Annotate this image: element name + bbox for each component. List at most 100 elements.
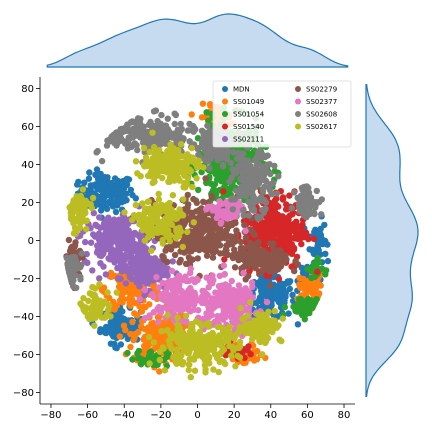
point (113, 344, 120, 352)
point (148, 247, 155, 254)
point (188, 299, 196, 306)
point (92, 294, 99, 301)
legend-marker (222, 86, 228, 92)
point (87, 239, 95, 246)
point (205, 117, 212, 125)
point (245, 272, 252, 280)
point (233, 167, 240, 174)
point (132, 241, 139, 249)
point (165, 216, 172, 224)
point (163, 297, 170, 304)
point (296, 274, 303, 282)
point (103, 142, 111, 149)
point (107, 340, 115, 347)
point (200, 198, 207, 205)
point (271, 162, 278, 170)
point (117, 341, 125, 348)
point (202, 369, 209, 376)
point (225, 148, 232, 155)
point (109, 326, 116, 333)
point (105, 187, 113, 195)
point (168, 157, 176, 165)
point (205, 323, 213, 330)
point (129, 318, 136, 326)
point (304, 281, 311, 288)
point (215, 283, 223, 290)
point (270, 273, 278, 281)
point (200, 287, 207, 295)
point (218, 288, 225, 295)
point (233, 155, 241, 162)
point (150, 293, 157, 301)
point (169, 287, 177, 294)
point (271, 308, 278, 315)
point (164, 147, 171, 155)
point (139, 254, 146, 261)
point (184, 127, 191, 134)
point (240, 269, 247, 277)
point (96, 275, 103, 282)
point (85, 297, 92, 305)
point (294, 321, 302, 328)
point (90, 231, 97, 238)
point (188, 248, 195, 255)
point (174, 241, 182, 248)
point (305, 184, 312, 192)
point (206, 353, 213, 361)
point (195, 186, 202, 194)
point (113, 289, 121, 296)
point (161, 367, 169, 374)
point (132, 158, 140, 165)
point (98, 193, 106, 200)
point (181, 335, 188, 342)
point (183, 277, 190, 285)
point (76, 193, 84, 200)
point (172, 234, 180, 242)
point (120, 245, 128, 252)
point (67, 215, 75, 223)
point (130, 212, 138, 219)
point (249, 256, 257, 264)
point (166, 280, 174, 287)
point (73, 284, 80, 291)
point (257, 252, 265, 260)
point (228, 314, 235, 321)
point (119, 188, 126, 195)
point (174, 314, 181, 321)
point (229, 206, 236, 213)
point (201, 220, 209, 228)
point (159, 253, 166, 260)
point (224, 251, 231, 258)
point (242, 330, 250, 337)
point (214, 316, 222, 323)
point (255, 239, 262, 246)
x-tick-label: 20 (228, 410, 241, 421)
point (228, 221, 235, 229)
point (241, 354, 248, 362)
point (168, 267, 176, 275)
point (260, 264, 267, 272)
point (141, 326, 149, 333)
point (209, 228, 216, 235)
legend-label: SS02617 (306, 123, 337, 131)
point (277, 263, 285, 270)
point (273, 220, 281, 227)
point (191, 367, 199, 374)
point (146, 360, 153, 367)
point (242, 227, 249, 235)
point (97, 260, 104, 267)
point (108, 179, 115, 187)
point (303, 196, 311, 203)
point (216, 350, 223, 358)
point (241, 324, 249, 331)
point (112, 208, 120, 216)
point (159, 264, 166, 271)
point (251, 317, 258, 324)
point (164, 258, 171, 266)
point (182, 312, 190, 319)
point (207, 180, 214, 187)
point (118, 233, 125, 240)
point (220, 271, 228, 278)
point (89, 267, 96, 274)
point (322, 271, 329, 278)
